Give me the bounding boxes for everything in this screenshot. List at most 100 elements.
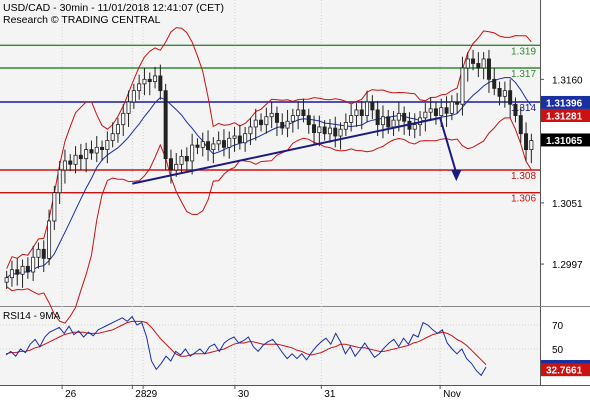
price-badge-label: 1.31065 [546, 136, 583, 147]
price-badge-box [541, 108, 590, 122]
candle-body [423, 111, 428, 119]
candle-body [391, 119, 396, 128]
candle-body [31, 256, 36, 273]
candle-body [508, 90, 513, 105]
candle-body [221, 140, 226, 148]
candle-body [476, 63, 481, 69]
candle-body [370, 101, 375, 111]
candle-body [285, 120, 290, 129]
candle-body [121, 112, 126, 126]
candle-body [168, 158, 173, 171]
time-tick-label: 28 [135, 389, 147, 400]
level-label: 1.319 [511, 46, 536, 57]
price-badge-label: 1.31281 [546, 111, 583, 122]
candle-body [359, 109, 364, 117]
candle-body [216, 140, 221, 145]
candle-body [471, 58, 476, 64]
candle-body [73, 154, 78, 165]
candle-body [253, 119, 258, 128]
candle-body [280, 122, 285, 129]
rsi-tick-label: 70 [552, 321, 564, 332]
candle-body [497, 88, 502, 97]
rsi-moving-average-line [5, 320, 487, 365]
candle-body [449, 101, 454, 114]
rsi-badge-box [541, 363, 590, 377]
candle-body [195, 144, 200, 148]
candle-body [94, 146, 99, 154]
candle-body [57, 169, 62, 194]
bollinger-lower [6, 117, 532, 324]
chart-title: USD/CAD - 30min - 11/01/2018 12:41:07 (C… [3, 2, 224, 14]
candle-body [481, 58, 486, 69]
candle-body [62, 160, 67, 171]
bollinger-upper [6, 27, 532, 269]
candle-body [115, 124, 120, 135]
candle-body [174, 163, 179, 171]
candle-body [327, 127, 332, 135]
candle-body [36, 248, 41, 258]
price-tick-label: 1.3160 [552, 75, 583, 86]
candle-body [402, 112, 407, 122]
candle-body [237, 135, 242, 144]
candle-body [248, 126, 253, 135]
candle-body [386, 116, 391, 128]
candle-body [433, 108, 438, 117]
candle-body [163, 90, 168, 160]
level-label: 1.306 [511, 194, 536, 205]
rsi-panel: 70 50 [0, 315, 564, 377]
candle-body [243, 133, 248, 144]
candle-body [105, 140, 110, 151]
candle-body [184, 155, 189, 162]
candle-body [110, 133, 115, 141]
candle-body [4, 277, 9, 283]
rsi-line [5, 315, 487, 377]
candle-body [349, 115, 354, 123]
price-tick-label: 1.2997 [552, 260, 583, 271]
candle-body [147, 78, 152, 83]
candle-body [524, 133, 529, 151]
candle-body [153, 75, 158, 83]
candle-body [513, 103, 518, 117]
price-badge-box [541, 133, 590, 147]
candle-body [455, 101, 460, 105]
candle-body [264, 116, 269, 126]
candle-body [179, 155, 184, 165]
candle-body [227, 137, 232, 148]
candle-body [25, 265, 30, 273]
candle-body [486, 58, 491, 80]
candle-body [502, 90, 507, 97]
level-label: 1.317 [511, 69, 536, 80]
candle-body [428, 108, 433, 113]
candle-body [465, 58, 470, 69]
candle-body [529, 140, 534, 151]
forecast-arrow-head [451, 170, 462, 182]
candle-body [142, 78, 147, 85]
candle-body [259, 119, 264, 126]
candle-body [317, 126, 322, 134]
candle-body [158, 75, 163, 92]
candle-body [232, 135, 237, 139]
candle-body [312, 124, 317, 133]
candle-body [518, 115, 523, 135]
candle-body [47, 220, 52, 259]
level-label: 1.314 [511, 103, 536, 114]
time-tick-label: Nov [443, 389, 461, 400]
candle-body [200, 141, 205, 148]
candle-body [68, 160, 73, 165]
candle-body [296, 109, 301, 117]
candle-body [375, 109, 380, 126]
candle-body [190, 144, 195, 162]
trendline [132, 116, 441, 185]
candle-body [20, 265, 25, 275]
candle-body [211, 143, 216, 151]
candle-body [460, 67, 465, 105]
price-badge-box [541, 95, 590, 109]
rsi-badge-label: 32.7661 [546, 366, 583, 377]
candle-body [412, 124, 417, 130]
candle-body [52, 192, 57, 222]
candle-body [301, 109, 306, 117]
candle-body [41, 248, 46, 259]
price-badge-label: 1.31396 [546, 98, 583, 109]
candle-body [274, 112, 279, 123]
